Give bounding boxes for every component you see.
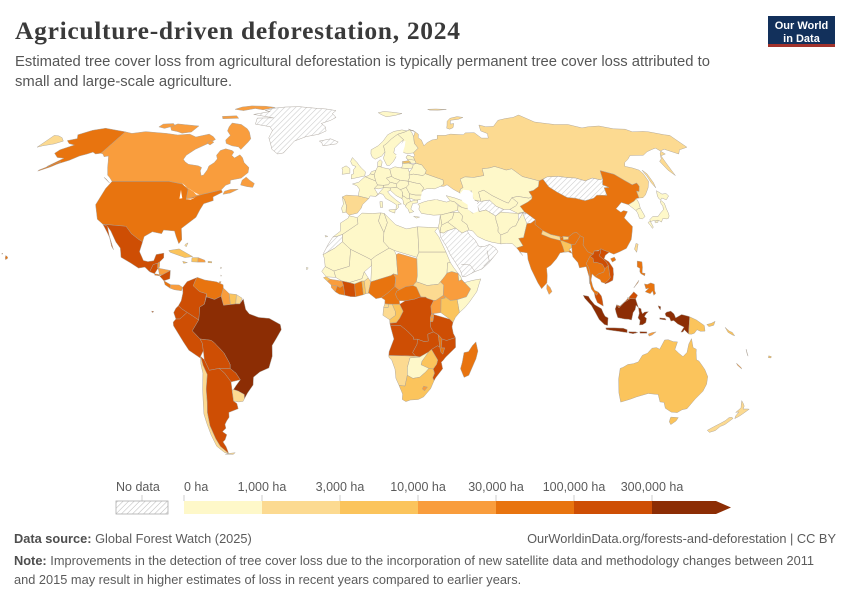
svg-text:No data: No data bbox=[116, 480, 160, 494]
svg-text:3,000 ha: 3,000 ha bbox=[316, 480, 365, 494]
svg-text:300,000 ha: 300,000 ha bbox=[621, 480, 684, 494]
svg-text:30,000 ha: 30,000 ha bbox=[468, 480, 524, 494]
svg-text:100,000 ha: 100,000 ha bbox=[543, 480, 606, 494]
svg-text:10,000 ha: 10,000 ha bbox=[390, 480, 446, 494]
svg-text:0 ha: 0 ha bbox=[184, 480, 208, 494]
svg-text:1,000 ha: 1,000 ha bbox=[238, 480, 287, 494]
